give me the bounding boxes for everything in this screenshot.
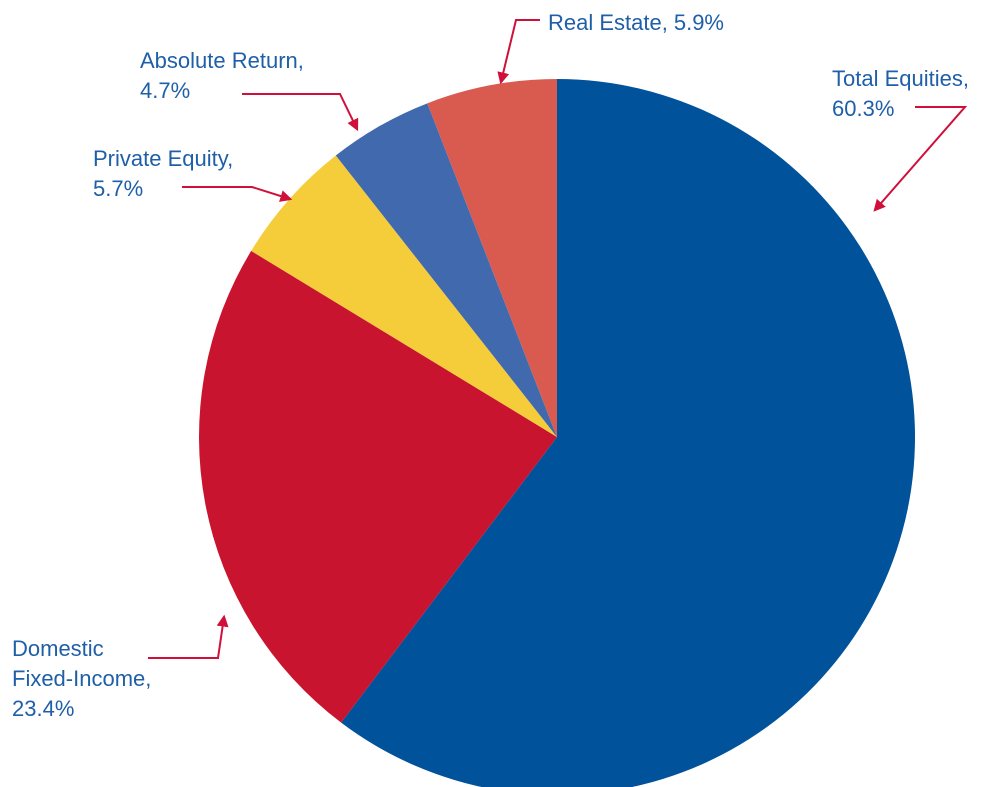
slice-label: Real Estate, xyxy=(548,10,668,35)
leader-line xyxy=(242,93,359,132)
pie-slice xyxy=(341,79,915,787)
leader-line xyxy=(497,19,540,85)
value-label: 23.4% xyxy=(12,696,74,721)
slice-label: Absolute Return, xyxy=(140,48,304,73)
value-label: 4.7% xyxy=(140,78,190,103)
leader-line xyxy=(873,106,968,212)
value-label: 5.7% xyxy=(93,176,143,201)
leader-line xyxy=(148,614,229,659)
pie-slice xyxy=(335,103,557,437)
pie-slice xyxy=(251,155,557,438)
value-label: 5.9% xyxy=(674,10,724,35)
leader-line xyxy=(182,186,293,202)
label-line: Domestic xyxy=(12,636,110,661)
slice-label: Total Equities, xyxy=(832,66,969,91)
label-line: Fixed-Income, xyxy=(12,666,151,691)
pie-slice xyxy=(427,79,557,437)
slice-label: Private Equity, xyxy=(93,146,233,171)
value-label: 60.3% xyxy=(832,96,894,121)
pie-slice xyxy=(198,250,557,723)
slice-label: Domestic Fixed-Income, xyxy=(12,636,151,691)
